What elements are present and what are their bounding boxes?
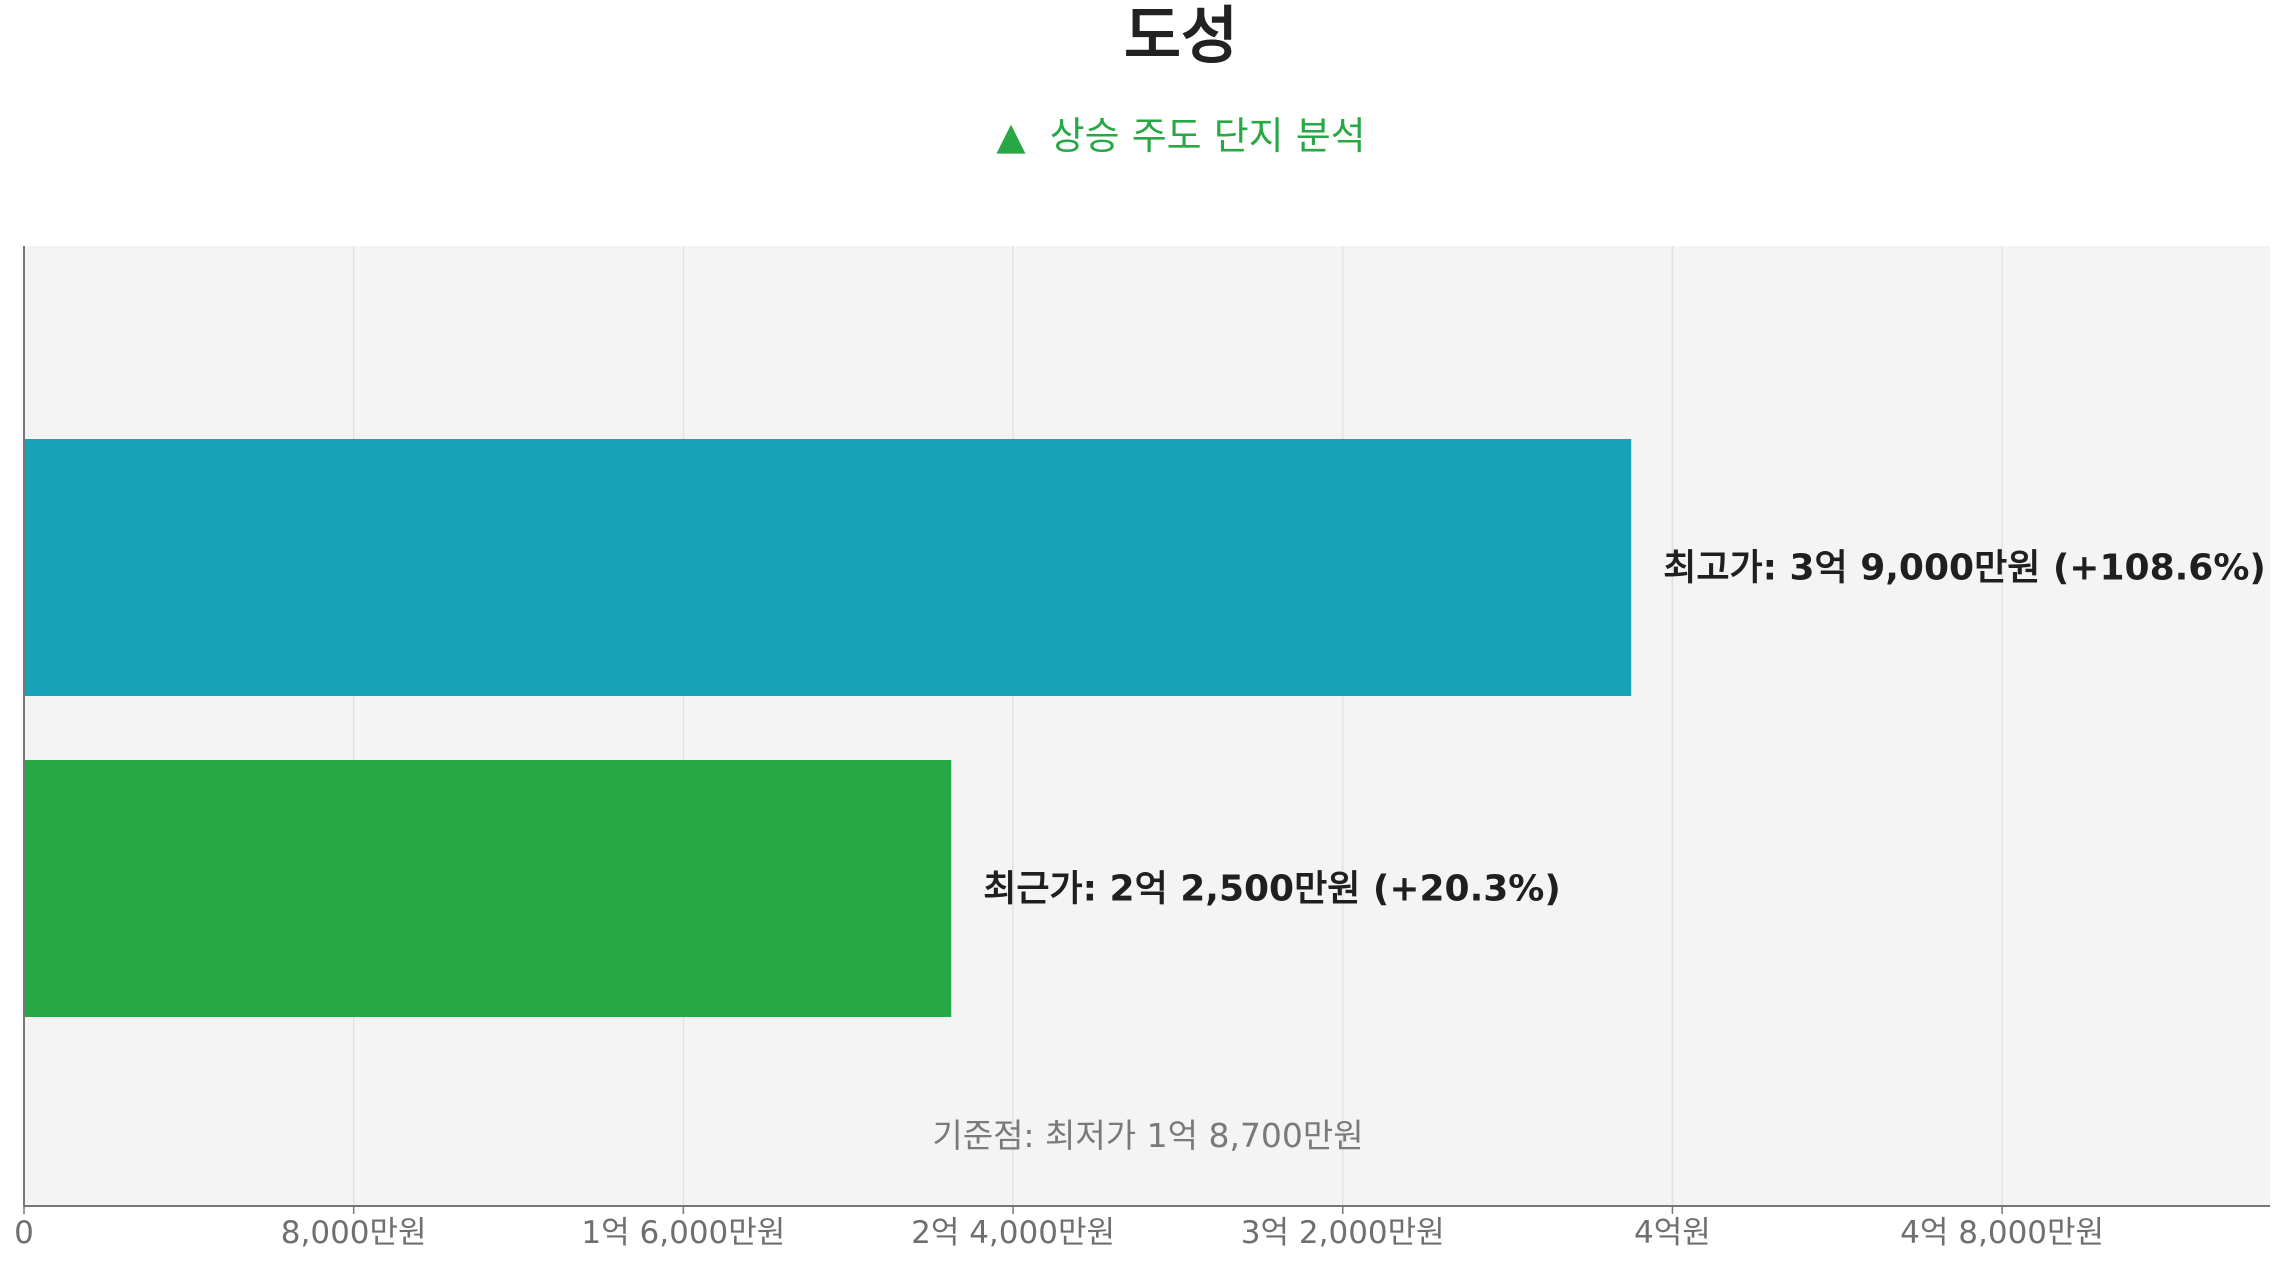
bars xyxy=(24,439,1632,1017)
bar-label-recent-price: 최근가: 2억 2,500만원 (+20.3%) xyxy=(983,869,1561,910)
chart-title: 도성 xyxy=(1124,0,1238,72)
baseline-note: 기준점: 최저가 1억 8,700만원 xyxy=(932,1116,1363,1155)
bar-highest-price xyxy=(24,439,1632,696)
x-tick-label: 0 xyxy=(14,1215,34,1251)
grid-lines xyxy=(352,246,2003,1206)
bar-label-highest-price: 최고가: 3억 9,000만원 (+108.6%) xyxy=(1663,548,2266,589)
bar-recent-price xyxy=(24,760,952,1017)
x-tick-label: 4억 8,000만원 xyxy=(1900,1215,2104,1251)
chart-subtitle: ▲ 상승 주도 단지 분석 xyxy=(996,114,1365,158)
plot-area xyxy=(24,246,2270,1206)
x-tick-label: 1억 6,000만원 xyxy=(581,1215,785,1251)
bar-labels: 최고가: 3억 9,000만원 (+108.6%) 최근가: 2억 2,500만원… xyxy=(983,548,2266,910)
x-tick-label: 2억 4,000만원 xyxy=(911,1215,1115,1251)
x-tick-label: 3억 2,000만원 xyxy=(1241,1215,1445,1251)
up-triangle-icon: ▲ xyxy=(996,114,1026,158)
subtitle-label: 상승 주도 단지 분석 xyxy=(1050,114,1366,158)
x-tick-label: 8,000만원 xyxy=(281,1215,427,1251)
x-axis-ticks: 0 8,000만원 1억 6,000만원 2억 4,000만원 3억 2,000만원 4억… xyxy=(14,1206,2104,1251)
x-tick-label: 4억원 xyxy=(1634,1215,1711,1251)
